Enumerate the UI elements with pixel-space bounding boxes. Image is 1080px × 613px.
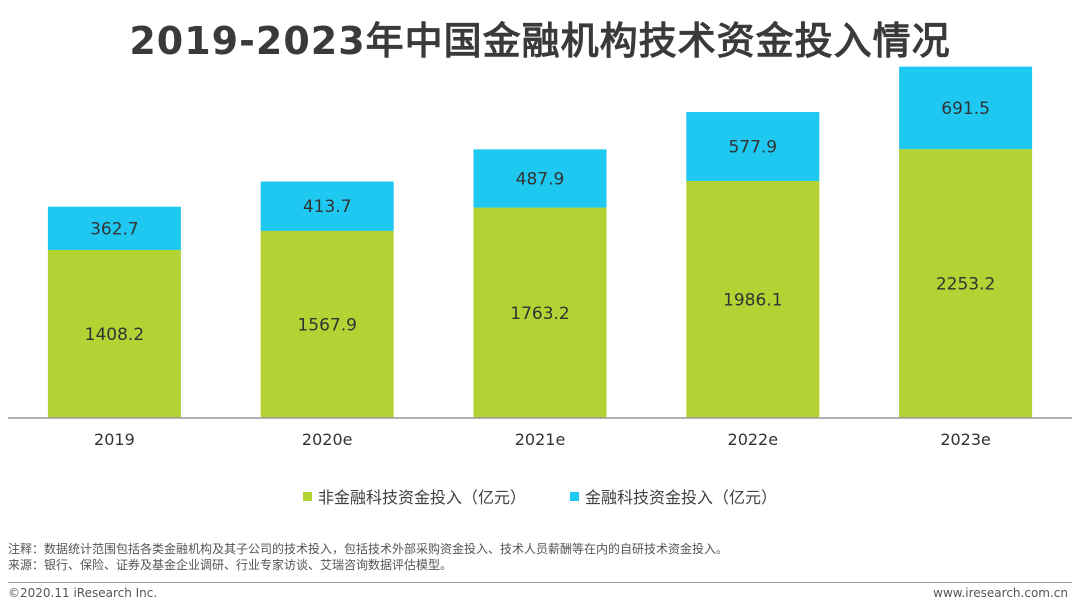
data-label-fintech: 413.7 (303, 197, 352, 217)
footer-divider (8, 582, 1072, 583)
x-tick-label: 2022e (728, 430, 779, 449)
data-label-fintech: 362.7 (90, 219, 139, 239)
bar-segment-fintech (686, 112, 820, 181)
bar-segment-non-fintech (47, 249, 181, 418)
legend-item-fintech: 金融科技资金投入（亿元） (570, 484, 777, 508)
bar-segment-non-fintech (473, 207, 607, 418)
legend-label-fintech: 金融科技资金投入（亿元） (585, 488, 778, 507)
bar-segment-fintech (473, 149, 607, 208)
legend-swatch-fintech (570, 491, 579, 501)
data-label-fintech: 487.9 (516, 169, 565, 189)
stacked-bar-chart: 1408.2 362.7 2019 1567.9 413.7 2020e 1763.2 487… (8, 66, 1072, 449)
x-tick-label: 2019 (94, 430, 135, 449)
data-label-fintech: 577.9 (728, 138, 777, 158)
bar-segment-non-fintech (899, 149, 1033, 418)
source-line: 来源：银行、保险、证券及基金企业调研、行业专家访谈、艾瑞咨询数据评估模型。 (8, 558, 453, 572)
data-label-non-fintech: 2253.2 (936, 275, 995, 295)
x-tick-label: 2021e (515, 430, 566, 449)
legend-swatch-non-fintech (302, 491, 312, 501)
data-label-non-fintech: 1567.9 (297, 315, 356, 335)
bar-segment-fintech (899, 66, 1033, 150)
data-label-fintech: 691.5 (941, 99, 990, 119)
legend-label-non-fintech: 非金融科技资金投入（亿元） (317, 488, 526, 507)
footer-copyright: ©2020.11 iResearch Inc. (8, 586, 158, 600)
bar-segment-non-fintech (260, 230, 394, 418)
note-line: 注释：数据统计范围包括各类金融机构及其子公司的技术投入，包括技术外部采购资金投入… (8, 542, 729, 556)
data-label-non-fintech: 1408.2 (85, 325, 144, 345)
data-label-non-fintech: 1763.2 (510, 304, 569, 324)
notes: 注释：数据统计范围包括各类金融机构及其子公司的技术投入，包括技术外部采购资金投入… (8, 541, 728, 573)
legend: 非金融科技资金投入（亿元） 金融科技资金投入（亿元） (0, 484, 1080, 508)
bar-segment-fintech (260, 181, 394, 231)
legend-item-non-fintech: 非金融科技资金投入（亿元） (302, 484, 526, 508)
x-tick-label: 2020e (302, 430, 353, 449)
chart-title: 2019-2023年中国金融机构技术资金投入情况 (129, 19, 951, 63)
bar-segment-non-fintech (686, 180, 820, 418)
footer-website[interactable]: www.iresearch.com.cn (933, 586, 1068, 600)
x-tick-label: 2023e (940, 430, 991, 449)
bar-segment-fintech (47, 206, 181, 250)
data-label-non-fintech: 1986.1 (723, 290, 782, 310)
